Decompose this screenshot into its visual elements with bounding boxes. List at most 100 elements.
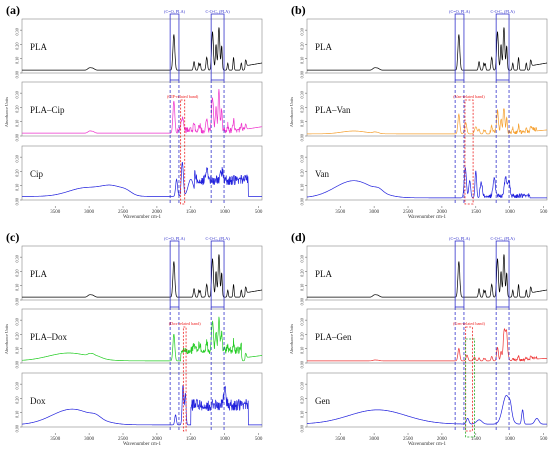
x-tick-label: 2000 [437,437,448,442]
annotation-rect [465,338,475,438]
x-tick-label: 500 [540,437,548,442]
annotation-box: (CIP-related band) [167,94,199,205]
x-tick-label: 3500 [335,437,346,442]
x-tick-label: 2000 [437,210,448,215]
x-tick-label: 500 [255,210,263,215]
series-label: PLA [30,42,48,52]
y-tick-label: 0.00 [15,134,20,141]
y-tick-label: 0.20 [300,269,305,276]
subplot-gen: 0.00 0.10 0.20 0.30 Gen [300,372,548,432]
spectrum-line-plaVan [307,108,548,135]
annotation-rect [495,240,510,308]
panel-b: (b) 0.00 0.10 0.20 0.30 PLA 0.00 0.10 0.20 0.30 PL… [289,3,548,220]
x-tick-label: 2000 [152,437,163,442]
x-tick-label: 2500 [118,210,129,215]
x-tick-label: 500 [540,210,548,215]
y-tick-label: 0.10 [300,411,305,418]
y-tick-label: 0.00 [15,198,20,205]
y-tick-label: 0.00 [300,134,305,141]
subplot-plaVan: 0.00 0.10 0.20 0.30 PLA–Van [300,81,548,141]
spectrum-line-pla [307,254,547,298]
annotation-rect [169,240,180,308]
annotation-label: (CIP-related band) [167,94,199,99]
y-tick-label: 0.30 [300,382,305,389]
spectrum-line-plaDox [22,316,262,362]
subplot-frame [306,372,548,428]
series-label: PLA [30,269,48,279]
series-label: PLA–Cip [30,105,65,115]
x-tick-label: 1000 [505,437,516,442]
subplot-frame [21,245,263,301]
y-tick-label: 0.10 [300,184,305,191]
annotation-label: (Van-related band) [453,94,485,99]
series-label: Van [315,169,329,179]
annotation-box [465,338,475,438]
y-axis-label: Absorbance Units [289,97,294,127]
x-tick-label: 2500 [403,437,414,442]
y-tick-label: 0.20 [15,332,20,339]
x-tick-label: 1500 [471,210,482,215]
annotation-label: (Dox-related band) [169,321,202,326]
subplot-plaGen: 0.00 0.10 0.20 0.30 PLA–Gen [300,308,548,368]
y-tick-label: 0.30 [300,91,305,98]
annotation-box: C-O-C, (PLA) [490,236,515,431]
y-axis-label: Absorbance Units [289,324,294,354]
y-tick-label: 0.20 [300,332,305,339]
y-tick-label: 0.30 [300,318,305,325]
x-tick-label: 1000 [220,437,231,442]
subplot-frame [306,145,548,201]
y-tick-label: 0.10 [300,57,305,64]
x-tick-label: 1000 [505,210,516,215]
annotation-rect [210,13,225,81]
x-tick-label: 3500 [50,210,61,215]
y-tick-label: 0.10 [15,120,20,127]
x-tick-label: 3000 [369,210,380,215]
annotation-box: C-O-C, (PLA) [205,236,230,431]
annotation-label: (C=O, PLA) [449,9,471,15]
panel-c: (c) 0.00 0.10 0.20 0.30 PLA 0.00 0.10 0.20 0.30 PL… [4,230,263,447]
subplot-pla: 0.00 0.10 0.20 0.30 PLA [300,18,548,78]
annotation-box: (C=O, PLA) [449,236,471,431]
y-tick-label: 0.10 [300,120,305,127]
y-tick-label: 0.20 [15,42,20,49]
y-tick-label: 0.10 [300,347,305,354]
y-tick-label: 0.10 [15,57,20,64]
subplot-frame [306,81,548,137]
y-tick-label: 0.20 [15,396,20,403]
y-tick-label: 0.20 [300,105,305,112]
y-axis-label: Absorbance Units [4,324,9,354]
x-tick-label: 3000 [84,437,95,442]
panel-letter: (d) [291,230,306,244]
y-tick-label: 0.00 [300,71,305,78]
annotation-rect [210,240,225,308]
spectrum-line-gen [307,395,547,425]
y-tick-label: 0.10 [15,411,20,418]
annotation-rect [495,13,510,81]
subplot-frame [21,145,263,201]
annotation-rect [169,13,180,81]
series-label: Gen [315,396,330,406]
subplot-cip: 0.00 0.10 0.20 0.30 Cip [15,145,263,205]
series-label: PLA–Dox [30,332,68,342]
annotation-box: (C=O, PLA) [449,9,471,204]
annotation-rect [182,326,187,432]
series-label: PLA [315,42,333,52]
x-tick-label: 3000 [84,210,95,215]
annotation-label: (C=O, PLA) [164,9,186,15]
subplot-plaCip: 0.00 0.10 0.20 0.30 PLA–Cip [15,81,263,141]
series-label: PLA–Gen [315,332,352,342]
y-tick-label: 0.00 [300,425,305,432]
annotation-label: C-O-C, (PLA) [205,9,230,15]
subplot-frame [21,81,263,137]
annotation-label: (C=O, PLA) [449,236,471,242]
subplot-frame [306,245,548,301]
x-axis-label: Wavenumber cm-1 [123,215,162,220]
subplot-pla: 0.00 0.10 0.20 0.30 PLA [15,18,263,78]
y-tick-label: 0.30 [15,318,20,325]
panel-d: (d) 0.00 0.10 0.20 0.30 PLA 0.00 0.10 0.20 0.30 PL… [289,230,548,447]
annotation-box: (C=O, PLA) [164,9,186,204]
y-tick-label: 0.10 [15,184,20,191]
y-tick-label: 0.00 [15,361,20,368]
spectrum-line-van [307,166,547,199]
